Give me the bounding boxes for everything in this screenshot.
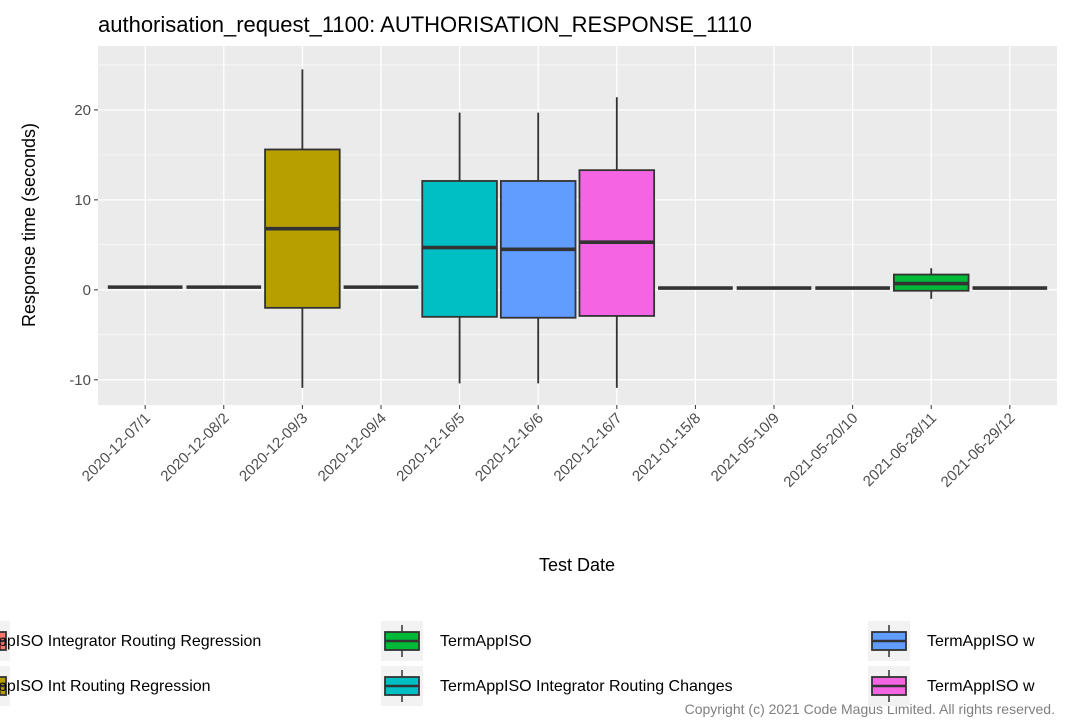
x-tick-label: 2020-12-09/4	[315, 410, 390, 485]
x-tick-label: 2020-12-16/6	[472, 410, 547, 485]
y-tick-label: 10	[74, 192, 91, 209]
y-tick-label: 20	[74, 102, 91, 119]
x-tick-label: 2020-12-16/7	[551, 410, 626, 485]
y-tick-label: -10	[69, 372, 91, 389]
x-axis-title: Test Date	[539, 555, 615, 575]
x-tick-label: 2020-12-07/1	[79, 410, 154, 485]
x-tick-label: 2021-06-28/11	[860, 410, 940, 490]
y-axis-title: Response time (seconds)	[19, 123, 39, 327]
legend-label: TermAppISO Integrator Routing Changes	[440, 678, 733, 695]
x-tick-label: 2021-05-10/9	[708, 410, 783, 485]
x-tick-label: 2021-05-20/10	[780, 410, 861, 491]
legend-label: TermAppISO w	[927, 678, 1035, 695]
x-tick-label: 2020-12-09/3	[236, 410, 311, 485]
y-tick-label: 0	[83, 282, 91, 299]
legend-label: ppISO Int Routing Regression	[0, 678, 211, 695]
copyright: Copyright (c) 2021 Code Magus Limited. A…	[685, 701, 1055, 717]
x-tick-label: 2021-06-29/12	[938, 410, 1019, 491]
legend-label: TermAppISO	[440, 633, 532, 650]
legend-label: ppISO Integrator Routing Regression	[0, 633, 261, 650]
x-tick-label: 2020-12-16/5	[393, 410, 468, 485]
chart-title: authorisation_request_1100: AUTHORISATIO…	[98, 12, 752, 37]
panel	[98, 46, 1057, 405]
x-tick-label: 2020-12-08/2	[157, 410, 232, 485]
x-tick-label: 2021-01-15/8	[629, 410, 704, 485]
legend-label: TermAppISO w	[927, 633, 1035, 650]
